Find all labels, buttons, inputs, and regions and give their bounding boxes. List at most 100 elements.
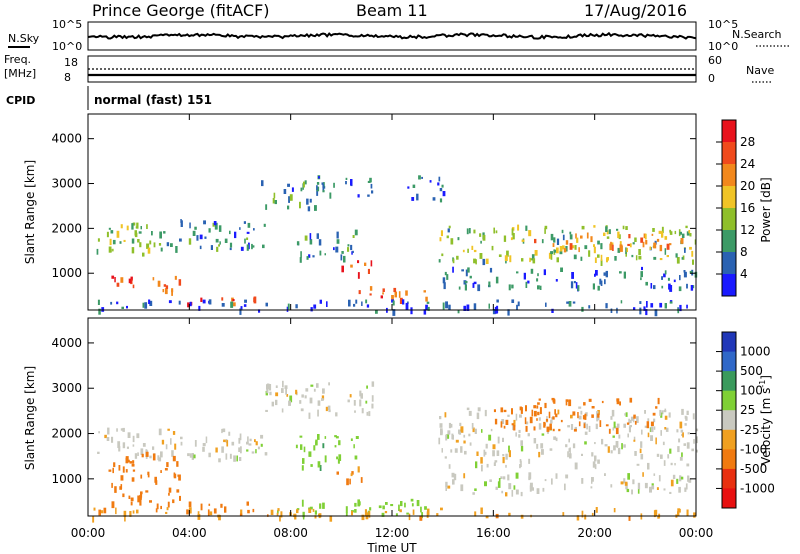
heatmap-cell [631, 489, 633, 495]
heatmap-cell [496, 450, 500, 456]
heatmap-cell [661, 226, 664, 233]
heatmap-cell [246, 237, 249, 240]
heatmap-cell [531, 409, 534, 417]
x-tick-label: 08:00 [273, 526, 308, 540]
heatmap-cell [632, 242, 635, 245]
heatmap-cell [629, 243, 632, 248]
heatmap-cell [382, 288, 385, 292]
heatmap-cell [335, 436, 339, 439]
heatmap-cell [405, 290, 408, 296]
colorbar-tick-label: -25 [740, 423, 760, 437]
heatmap-cell [553, 249, 556, 253]
heatmap-cell [186, 509, 189, 515]
heatmap-cell [600, 254, 603, 261]
heatmap-cell [634, 237, 637, 242]
x-tick-label: 00:00 [679, 526, 714, 540]
heatmap-cell [561, 229, 564, 234]
heatmap-cell [180, 219, 182, 223]
heatmap-cell [581, 453, 583, 456]
heatmap-cell [284, 385, 288, 389]
heatmap-cell [695, 436, 698, 444]
heatmap-cell [299, 400, 302, 404]
heatmap-cell [538, 451, 541, 458]
heatmap-cell [93, 507, 96, 511]
colorbar-swatch [722, 410, 736, 431]
heatmap-cell [120, 475, 124, 481]
heatmap-cell [501, 419, 505, 424]
colorbar-tick-label: 8 [740, 245, 748, 259]
heatmap-cell [172, 455, 176, 462]
heatmap-cell [132, 444, 135, 447]
heatmap-cell [639, 307, 642, 315]
heatmap-cell [427, 306, 430, 311]
heatmap-cell [616, 307, 618, 314]
heatmap-cell [606, 230, 609, 235]
heatmap-cell [615, 441, 619, 448]
heatmap-cell [635, 255, 638, 261]
heatmap-cell [631, 254, 634, 258]
heatmap-cell [538, 398, 541, 401]
heatmap-cell [100, 510, 104, 514]
heatmap-cell [132, 460, 135, 464]
heatmap-cell [505, 464, 507, 468]
station-title: Prince George (fitACF) [92, 1, 270, 20]
nave-tick-top: 60 [708, 54, 722, 67]
heatmap-cell [583, 423, 586, 429]
heatmap-cell [452, 266, 454, 273]
heatmap-cell [392, 300, 395, 306]
heatmap-cell [485, 515, 489, 519]
heatmap-cell [137, 495, 141, 503]
heatmap-cell [529, 257, 531, 263]
heatmap-cell [536, 405, 539, 409]
velocity-colorbar-frame [721, 331, 737, 509]
heatmap-cell [116, 282, 120, 287]
heatmap-cell [669, 243, 672, 246]
heatmap-cell [679, 456, 683, 461]
heatmap-cell [644, 410, 646, 414]
heatmap-cell [139, 242, 142, 248]
heatmap-cell [472, 492, 475, 495]
heatmap-cell [462, 249, 465, 253]
heatmap-cell [481, 429, 483, 433]
heatmap-cell [336, 239, 340, 244]
heatmap-cell [540, 443, 544, 449]
heatmap-cell [688, 478, 692, 483]
heatmap-cell [189, 301, 192, 307]
heatmap-cell [322, 443, 325, 449]
heatmap-cell [641, 266, 643, 271]
heatmap-cell [109, 238, 112, 246]
heatmap-cell [569, 234, 573, 240]
heatmap-cell [664, 248, 667, 255]
heatmap-cell [578, 247, 580, 253]
heatmap-cell [347, 247, 350, 252]
heatmap-cell [620, 481, 624, 485]
heatmap-cell [687, 475, 690, 482]
nave-tick-bottom: 0 [708, 72, 715, 85]
heatmap-cell [369, 177, 372, 183]
heatmap-cell [194, 226, 197, 230]
heatmap-cell [221, 297, 224, 301]
heatmap-cell [345, 181, 347, 185]
heatmap-cell [118, 465, 121, 471]
heatmap-cell [368, 411, 371, 417]
heatmap-cell [479, 253, 483, 259]
heatmap-cell [495, 308, 499, 314]
heatmap-cell [127, 432, 131, 438]
heatmap-cell [246, 449, 249, 452]
heatmap-cell [103, 507, 107, 514]
heatmap-cell [322, 189, 325, 193]
heatmap-cell [264, 452, 268, 456]
heatmap-cell [664, 303, 667, 309]
heatmap-cell [393, 287, 397, 293]
heatmap-cell [595, 423, 598, 430]
heatmap-cell [351, 510, 353, 516]
heatmap-cell [361, 408, 364, 414]
heatmap-cell [576, 237, 579, 243]
heatmap-cell [247, 222, 251, 228]
heatmap-cell [461, 269, 464, 272]
heatmap-cell [357, 466, 360, 473]
heatmap-cell [345, 512, 348, 516]
heatmap-cell [141, 453, 144, 458]
colorbar-swatch [722, 449, 736, 470]
heatmap-cell [474, 511, 477, 517]
